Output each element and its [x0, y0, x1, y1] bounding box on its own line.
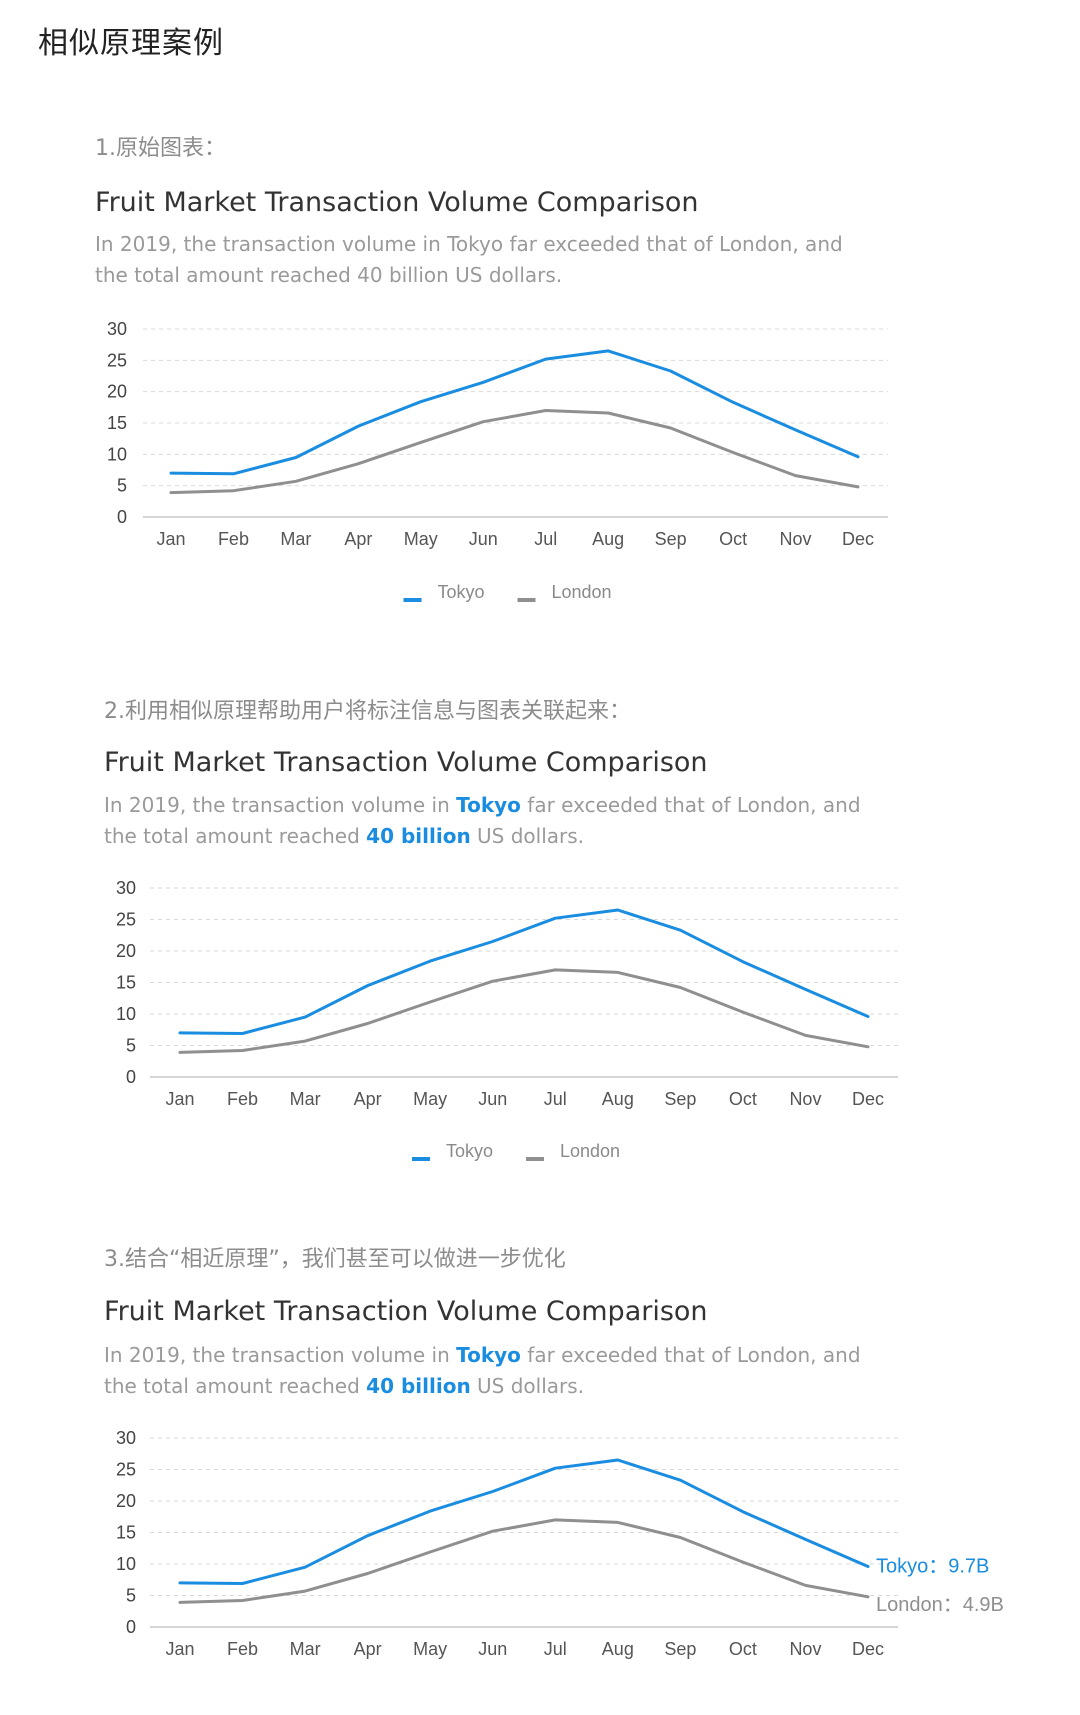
x-tick-label: Jul [544, 1639, 567, 1659]
y-tick-label: 25 [107, 350, 127, 370]
y-tick-label: 0 [126, 1067, 136, 1087]
x-tick-label: May [413, 1639, 447, 1659]
x-tick-label: Jul [534, 529, 557, 549]
x-tick-label: Mar [280, 529, 311, 549]
x-tick-label: Dec [852, 1089, 884, 1109]
y-tick-label: 15 [116, 1523, 136, 1543]
x-tick-label: Apr [344, 529, 372, 549]
x-tick-label: Jun [469, 529, 498, 549]
y-tick-label: 25 [116, 910, 136, 930]
x-tick-label: Nov [780, 529, 812, 549]
y-tick-label: 20 [116, 941, 136, 961]
x-tick-label: Feb [227, 1089, 258, 1109]
legend-label-tokyo: Tokyo [446, 1141, 493, 1161]
chart-subtitle: In 2019, the transaction volume in Tokyo… [104, 1340, 861, 1402]
x-tick-label: Oct [719, 529, 747, 549]
chart-title: Fruit Market Transaction Volume Comparis… [95, 187, 699, 218]
x-tick-label: Nov [789, 1089, 821, 1109]
x-tick-label: Mar [290, 1089, 321, 1109]
y-tick-label: 10 [116, 1004, 136, 1024]
x-tick-label: Jan [165, 1089, 194, 1109]
chart-subtitle-line-2: the total amount reached 40 billion US d… [95, 263, 563, 287]
x-tick-label: Jul [544, 1089, 567, 1109]
x-tick-label: Mar [290, 1639, 321, 1659]
line-chart-2: 0 5 10 15 20 25 30 Jan Feb Mar Apr May Jun Jul Aug Sep O… [116, 878, 898, 1161]
chart-subtitle-line-1: In 2019, the transaction volume in Tokyo… [95, 232, 843, 256]
y-tick-label: 20 [116, 1491, 136, 1511]
y-tick-label: 15 [116, 973, 136, 993]
y-tick-label: 5 [126, 1586, 136, 1606]
series-line-london [178, 968, 870, 1054]
line-chart-1: 0 5 10 15 20 25 30 Jan Feb Mar Apr May Jun Jul Aug Sep O… [107, 319, 888, 602]
section-heading: 3.结合“相近原理”，我们甚至可以做进一步优化 [104, 1247, 566, 1272]
x-tick-label: Dec [852, 1639, 884, 1659]
x-tick-label: Aug [592, 529, 624, 549]
y-tick-label: 30 [107, 319, 127, 339]
y-tick-label: 0 [126, 1617, 136, 1637]
section-heading: 1.原始图表： [95, 136, 226, 161]
series-line-tokyo [178, 908, 870, 1035]
legend-label-london: London [552, 582, 612, 602]
chart-subtitle-line-2: the total amount reached 40 billion US d… [104, 824, 585, 848]
chart-subtitle: In 2019, the transaction volume in Tokyo… [95, 229, 843, 291]
x-tick-label: Apr [354, 1089, 382, 1109]
chart-subtitle-line-1: In 2019, the transaction volume in Tokyo… [104, 793, 861, 817]
x-tick-label: Feb [218, 529, 249, 549]
x-tick-label: Dec [842, 529, 874, 549]
end-label-london: London：4.9B [876, 1594, 1004, 1616]
x-tick-label: Aug [602, 1089, 634, 1109]
end-label-tokyo: Tokyo：9.7B [876, 1556, 989, 1578]
y-tick-label: 0 [117, 507, 127, 527]
x-tick-label: May [404, 529, 438, 549]
highlight-amount: 40 billion [366, 824, 471, 848]
x-tick-label: Jan [165, 1639, 194, 1659]
x-tick-label: Jun [478, 1089, 507, 1109]
series-line-london [178, 1518, 870, 1604]
x-tick-label: Jan [156, 529, 185, 549]
page-title: 相似原理案例 [38, 26, 224, 61]
x-tick-label: Oct [729, 1639, 757, 1659]
series-line-tokyo [169, 349, 860, 476]
x-tick-label: May [413, 1089, 447, 1109]
y-tick-label: 25 [116, 1460, 136, 1480]
x-tick-label: Sep [664, 1089, 696, 1109]
chart-subtitle-line-1: In 2019, the transaction volume in Tokyo… [104, 1343, 861, 1367]
legend-label-london: London [560, 1141, 620, 1161]
highlight-tokyo: Tokyo [456, 793, 521, 817]
x-tick-label: Aug [602, 1639, 634, 1659]
x-tick-label: Feb [227, 1639, 258, 1659]
y-tick-label: 30 [116, 878, 136, 898]
series-line-london [169, 409, 860, 495]
y-tick-label: 15 [107, 413, 127, 433]
y-tick-label: 30 [116, 1428, 136, 1448]
y-tick-label: 5 [126, 1036, 136, 1056]
highlight-tokyo: Tokyo [456, 1343, 521, 1367]
x-tick-label: Sep [664, 1639, 696, 1659]
chart-title: Fruit Market Transaction Volume Comparis… [104, 1296, 708, 1327]
chart-subtitle: In 2019, the transaction volume in Tokyo… [104, 790, 861, 852]
x-tick-label: Jun [478, 1639, 507, 1659]
chart-subtitle-line-2: the total amount reached 40 billion US d… [104, 1374, 585, 1398]
highlight-amount: 40 billion [366, 1374, 471, 1398]
chart-title: Fruit Market Transaction Volume Comparis… [104, 747, 708, 778]
x-tick-label: Sep [655, 529, 687, 549]
y-tick-label: 10 [107, 444, 127, 464]
x-tick-label: Nov [789, 1639, 821, 1659]
x-tick-label: Oct [729, 1089, 757, 1109]
y-tick-label: 20 [107, 382, 127, 402]
y-tick-label: 5 [117, 476, 127, 496]
x-tick-label: Apr [354, 1639, 382, 1659]
series-line-tokyo [178, 1458, 870, 1585]
legend-label-tokyo: Tokyo [438, 582, 485, 602]
y-tick-label: 10 [116, 1554, 136, 1574]
section-heading: 2.利用相似原理帮助用户将标注信息与图表关联起来： [104, 699, 631, 724]
